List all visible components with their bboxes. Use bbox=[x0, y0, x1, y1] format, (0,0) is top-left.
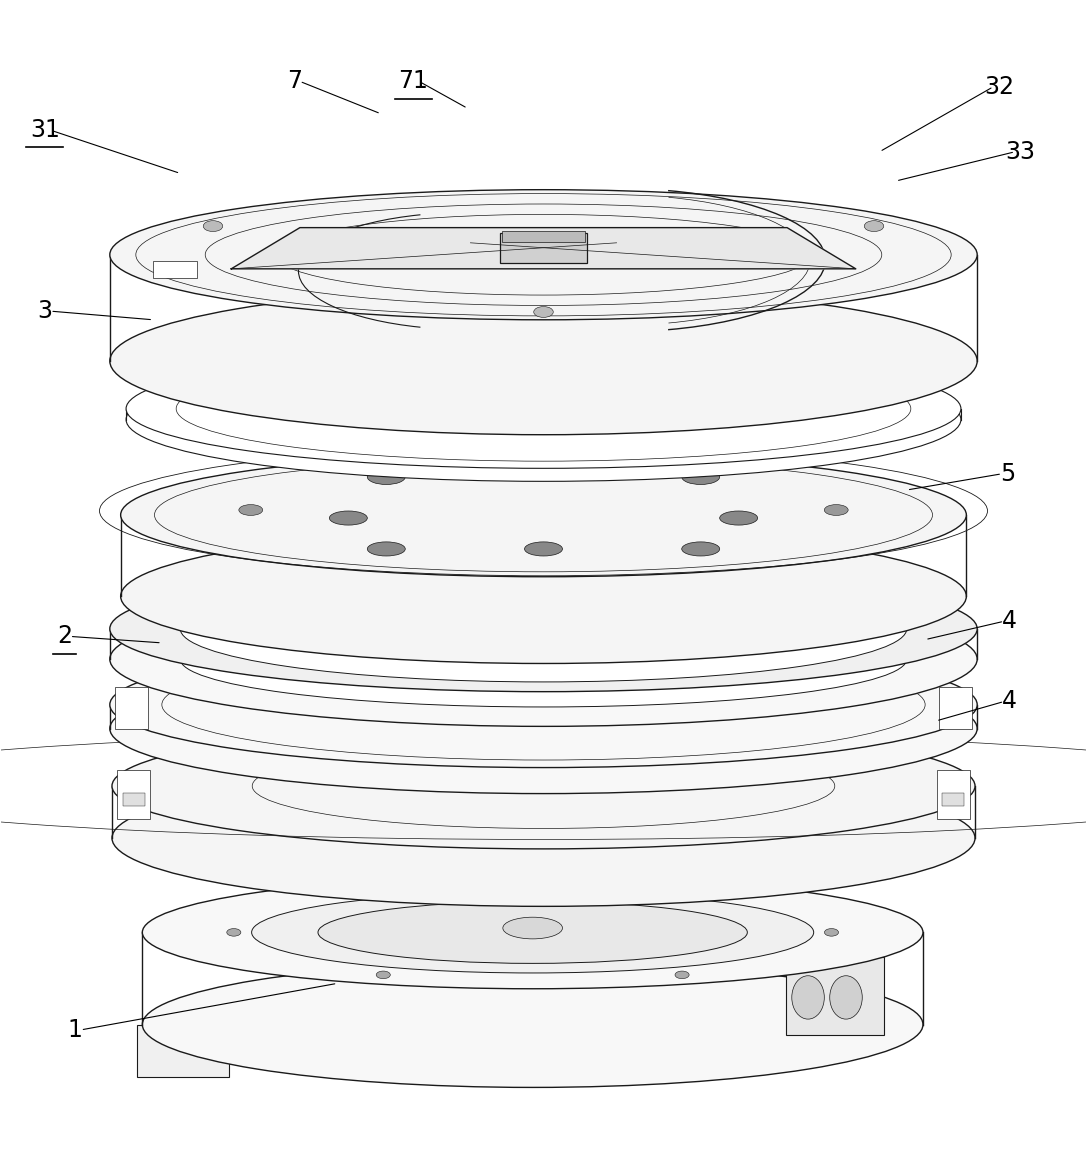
Ellipse shape bbox=[318, 901, 748, 964]
Ellipse shape bbox=[110, 592, 977, 726]
Text: 4: 4 bbox=[1002, 689, 1017, 713]
Ellipse shape bbox=[376, 971, 390, 979]
Ellipse shape bbox=[180, 575, 907, 682]
Ellipse shape bbox=[126, 357, 961, 481]
Ellipse shape bbox=[791, 976, 824, 1020]
FancyBboxPatch shape bbox=[500, 233, 587, 263]
Ellipse shape bbox=[824, 928, 838, 936]
Ellipse shape bbox=[142, 876, 923, 988]
Text: 33: 33 bbox=[1005, 139, 1036, 164]
Ellipse shape bbox=[112, 770, 975, 906]
Ellipse shape bbox=[110, 190, 977, 320]
Ellipse shape bbox=[503, 918, 562, 938]
Text: 31: 31 bbox=[29, 118, 60, 142]
Ellipse shape bbox=[203, 220, 223, 232]
Ellipse shape bbox=[112, 723, 975, 849]
Polygon shape bbox=[232, 227, 855, 269]
Ellipse shape bbox=[720, 512, 758, 525]
Ellipse shape bbox=[682, 542, 720, 556]
Text: 4: 4 bbox=[1002, 609, 1017, 633]
Ellipse shape bbox=[251, 892, 814, 973]
FancyBboxPatch shape bbox=[502, 231, 585, 241]
FancyBboxPatch shape bbox=[153, 261, 197, 278]
Text: 7: 7 bbox=[287, 70, 301, 93]
Ellipse shape bbox=[367, 470, 405, 485]
Ellipse shape bbox=[110, 566, 977, 691]
Ellipse shape bbox=[534, 306, 553, 318]
Ellipse shape bbox=[121, 529, 966, 664]
Text: 71: 71 bbox=[399, 70, 428, 93]
Ellipse shape bbox=[376, 886, 390, 893]
Ellipse shape bbox=[675, 971, 689, 979]
FancyBboxPatch shape bbox=[942, 792, 964, 805]
Ellipse shape bbox=[824, 505, 848, 515]
Ellipse shape bbox=[142, 962, 923, 1087]
Ellipse shape bbox=[126, 349, 961, 469]
Ellipse shape bbox=[829, 976, 862, 1020]
Ellipse shape bbox=[110, 288, 977, 435]
Ellipse shape bbox=[227, 928, 241, 936]
Text: 5: 5 bbox=[1000, 462, 1015, 486]
Text: 32: 32 bbox=[984, 74, 1014, 99]
Ellipse shape bbox=[525, 542, 562, 556]
FancyBboxPatch shape bbox=[487, 1038, 579, 1076]
FancyBboxPatch shape bbox=[123, 792, 145, 805]
FancyBboxPatch shape bbox=[939, 688, 972, 728]
FancyBboxPatch shape bbox=[137, 1024, 229, 1076]
Ellipse shape bbox=[110, 641, 977, 768]
Ellipse shape bbox=[329, 512, 367, 525]
Text: 1: 1 bbox=[67, 1018, 83, 1042]
FancyBboxPatch shape bbox=[786, 957, 884, 1036]
Ellipse shape bbox=[864, 220, 884, 232]
Ellipse shape bbox=[675, 886, 689, 893]
Text: 3: 3 bbox=[37, 299, 52, 324]
FancyBboxPatch shape bbox=[117, 770, 150, 819]
Ellipse shape bbox=[121, 454, 966, 577]
Ellipse shape bbox=[367, 542, 405, 556]
FancyBboxPatch shape bbox=[115, 688, 148, 728]
Ellipse shape bbox=[110, 664, 977, 793]
Text: 2: 2 bbox=[57, 624, 72, 648]
Ellipse shape bbox=[682, 470, 720, 485]
Ellipse shape bbox=[180, 611, 907, 706]
Ellipse shape bbox=[239, 505, 263, 515]
FancyBboxPatch shape bbox=[937, 770, 970, 819]
